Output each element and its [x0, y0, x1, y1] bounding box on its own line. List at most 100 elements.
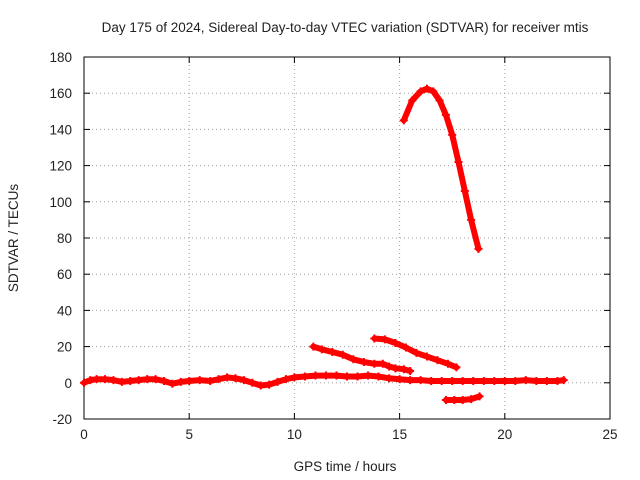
y-tick-label: 20	[57, 340, 72, 355]
y-tick-label: 100	[49, 195, 72, 210]
series-4	[399, 84, 483, 253]
data-point	[458, 376, 467, 385]
data-point	[92, 375, 101, 384]
x-tick-label: 5	[185, 427, 193, 442]
data-point	[248, 378, 257, 387]
series-1	[80, 371, 568, 390]
data-point	[401, 343, 410, 352]
data-point	[416, 376, 425, 385]
data-point	[311, 371, 320, 380]
y-tick-label: 140	[49, 122, 72, 137]
data-point	[454, 157, 463, 166]
series-3	[370, 334, 461, 372]
data-point	[374, 372, 383, 381]
data-point	[559, 376, 568, 385]
data-point	[151, 375, 160, 384]
data-point	[437, 376, 446, 385]
data-marks	[80, 84, 568, 404]
data-point	[385, 374, 394, 383]
data-point	[532, 376, 541, 385]
data-point	[427, 376, 436, 385]
data-point	[391, 364, 400, 373]
data-point	[380, 335, 389, 344]
data-point	[467, 395, 476, 404]
data-point	[168, 379, 177, 388]
data-point	[399, 365, 408, 374]
data-point	[214, 375, 223, 384]
x-tick-label: 0	[80, 427, 88, 442]
y-tick-label: 40	[57, 303, 72, 318]
data-point	[448, 130, 457, 139]
y-tick-label: 0	[64, 376, 72, 391]
data-point	[521, 376, 530, 385]
data-point	[328, 348, 337, 357]
x-tick-label: 15	[392, 427, 407, 442]
data-point	[223, 373, 232, 382]
y-tick-label: 120	[49, 159, 72, 174]
data-point	[195, 376, 204, 385]
data-point	[441, 395, 450, 404]
data-point	[395, 375, 404, 384]
data-point	[441, 110, 450, 119]
data-point	[332, 371, 341, 380]
data-point	[321, 371, 330, 380]
data-point	[353, 372, 362, 381]
data-point	[490, 376, 499, 385]
data-point	[143, 375, 152, 384]
data-point	[378, 359, 387, 368]
chart-title: Day 175 of 2024, Sidereal Day-to-day VTE…	[102, 20, 589, 35]
data-point	[399, 116, 408, 125]
data-point	[239, 376, 248, 385]
data-point	[300, 372, 309, 381]
data-point	[474, 244, 483, 253]
data-point	[109, 376, 118, 385]
series-2	[309, 342, 415, 376]
data-point	[408, 96, 417, 105]
data-point	[281, 375, 290, 384]
data-point	[134, 376, 143, 385]
data-point	[101, 375, 110, 384]
series-trace	[400, 85, 482, 252]
data-point	[338, 350, 347, 359]
data-point	[406, 376, 415, 385]
x-tick-label: 10	[287, 427, 302, 442]
x-tick-label: 20	[497, 427, 512, 442]
data-point	[450, 395, 459, 404]
data-point	[126, 376, 135, 385]
data-point	[467, 215, 476, 224]
data-point	[349, 355, 358, 364]
data-point	[452, 363, 461, 372]
y-tick-label: 60	[57, 267, 72, 282]
x-tick-label: 25	[602, 427, 617, 442]
data-point	[317, 345, 326, 354]
plot-frame	[83, 56, 611, 420]
data-point	[412, 348, 421, 357]
data-point	[435, 96, 444, 105]
data-point	[117, 377, 126, 386]
data-point	[290, 373, 299, 382]
y-axis-label: SDTVAR / TECUs	[6, 184, 21, 293]
data-point	[479, 376, 488, 385]
data-point	[185, 376, 194, 385]
series-trace	[81, 372, 567, 389]
data-point	[542, 376, 551, 385]
data-point	[511, 376, 520, 385]
x-axis-label: GPS time / hours	[294, 459, 397, 474]
data-point	[385, 362, 394, 371]
y-tick-label: 160	[49, 86, 72, 101]
data-point	[273, 377, 282, 386]
data-point	[416, 87, 425, 96]
data-point	[433, 356, 442, 365]
data-point	[176, 377, 185, 386]
series-5	[441, 392, 484, 404]
y-tick-label: 180	[49, 50, 72, 65]
y-tick-label: -20	[52, 412, 72, 427]
data-point	[364, 371, 373, 380]
data-point	[206, 376, 215, 385]
data-point	[448, 376, 457, 385]
data-point	[343, 372, 351, 381]
data-point	[443, 359, 452, 368]
data-point	[422, 352, 431, 361]
data-point	[460, 186, 469, 195]
